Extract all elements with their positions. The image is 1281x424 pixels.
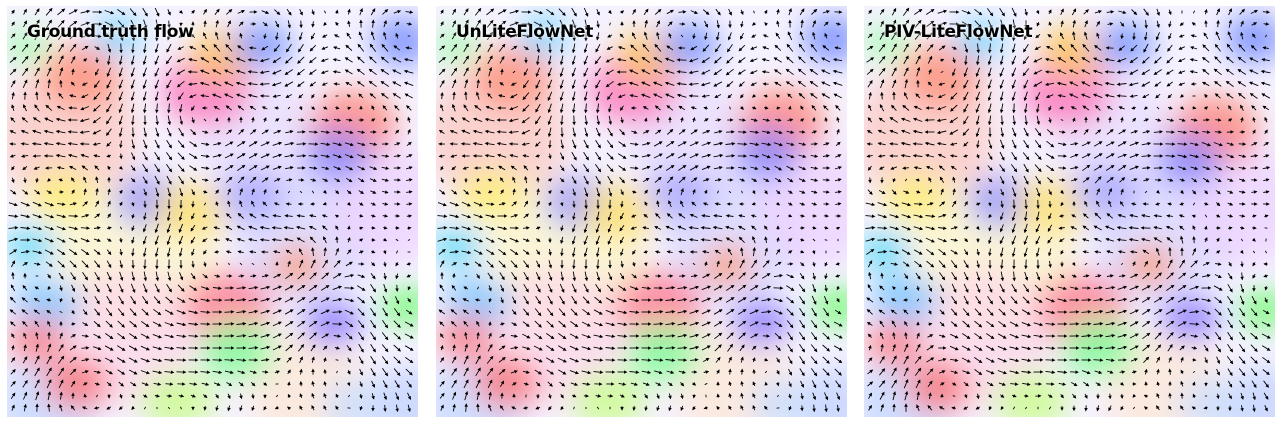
panel-title-unliteflownet: UnLiteFlowNet bbox=[456, 22, 593, 42]
panel-unliteflownet: UnLiteFlowNet bbox=[436, 6, 847, 417]
panel-title-piv-liteflownet: PIV-LiteFlowNet bbox=[884, 22, 1032, 42]
panel-title-ground-truth: Ground truth flow bbox=[27, 22, 194, 42]
panel-piv-liteflownet: PIV-LiteFlowNet bbox=[864, 6, 1275, 417]
flow-field-ground-truth bbox=[7, 6, 418, 417]
flow-field-unliteflownet bbox=[436, 6, 847, 417]
flow-field-piv-liteflownet bbox=[864, 6, 1275, 417]
panel-ground-truth: Ground truth flow bbox=[7, 6, 418, 417]
